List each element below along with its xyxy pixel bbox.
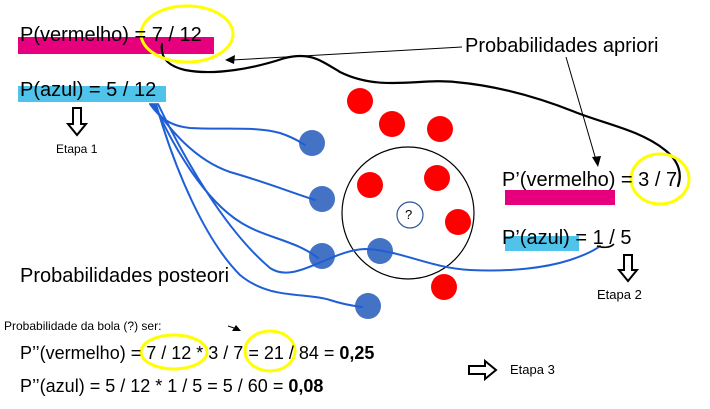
prior-red-label: P(vermelho) = <box>20 24 152 46</box>
conditional-blue-row: P’(azul) = 1 / 5 <box>502 228 632 248</box>
step2-label: Etapa 2 <box>597 287 642 302</box>
prior-red-row: P(vermelho) = 7 / 12 <box>20 25 202 45</box>
conditional-blue-label: P’(azul) = <box>502 227 593 249</box>
posterior-times: * <box>191 343 209 363</box>
step1-arrow-icon <box>65 107 89 137</box>
red-ball <box>431 274 457 300</box>
unknown-ball-label: ? <box>405 207 413 222</box>
posterior-title: Probabilidades posteori <box>20 265 230 287</box>
step2-arrow-icon <box>616 254 640 283</box>
blue-connector-lines <box>149 103 601 308</box>
red-ball <box>445 209 471 235</box>
posterior-blue-expression: P’’(azul) = 5 / 12 * 1 / 5 = 5 / 60 = <box>20 376 289 396</box>
prior-blue-label: P(azul) = <box>20 79 107 101</box>
red-ball <box>379 111 405 137</box>
posterior-red-factor1: 7 / 12 <box>146 343 192 363</box>
prior-annotation: Probabilidades apriori <box>465 35 659 57</box>
step3-arrow-icon <box>468 358 498 382</box>
posterior-blue-row: P’’(azul) = 5 / 12 * 1 / 5 = 5 / 60 = 0,… <box>20 377 323 395</box>
red-ball <box>427 116 453 142</box>
blue-ball <box>309 243 335 269</box>
red-ball <box>357 172 383 198</box>
blue-ball <box>309 186 335 212</box>
red-ball <box>424 165 450 191</box>
posterior-red-label: P’’(vermelho) = <box>20 343 147 363</box>
posterior-red-factor2: 3 / 7 <box>208 343 244 363</box>
unknown-ball <box>396 201 424 229</box>
prior-red-value: 7 / 12 <box>151 24 202 46</box>
posterior-subtitle: Probabilidade da bola (?) ser: <box>4 319 162 333</box>
step3-label: Etapa 3 <box>510 362 555 377</box>
conditional-blue-value: 1 / 5 <box>592 227 632 249</box>
prior-blue-row: P(azul) = 5 / 12 <box>20 80 156 100</box>
annotation-arrows <box>225 46 601 331</box>
red-prior-highlight <box>18 37 214 54</box>
region-circle <box>341 146 475 280</box>
underline-mark <box>596 243 615 249</box>
step1-label: Etapa 1 <box>56 142 98 156</box>
prior-blue-value: 5 / 12 <box>106 79 157 101</box>
conditional-red-label: P’(vermelho) = <box>502 169 639 191</box>
blue-conditional-highlight <box>505 236 579 251</box>
red-conditional-highlight <box>505 190 615 205</box>
conditional-red-value: 3 / 7 <box>638 169 678 191</box>
black-connector-line <box>160 42 681 188</box>
blue-ball <box>299 130 325 156</box>
red-ball <box>347 88 373 114</box>
yellow-highlight-ellipses <box>139 4 691 373</box>
conditional-red-row: P’(vermelho) = 3 / 7 <box>502 170 677 190</box>
posterior-red-row: P’’(vermelho) = 7 / 12 * 3 / 7 = 21 / 84… <box>20 344 374 362</box>
posterior-red-rest: = 21 / 84 = <box>243 343 340 363</box>
blue-ball <box>355 293 381 319</box>
posterior-blue-result: 0,08 <box>288 376 324 396</box>
blue-prior-highlight <box>18 86 166 102</box>
posterior-red-result: 0,25 <box>339 343 375 363</box>
